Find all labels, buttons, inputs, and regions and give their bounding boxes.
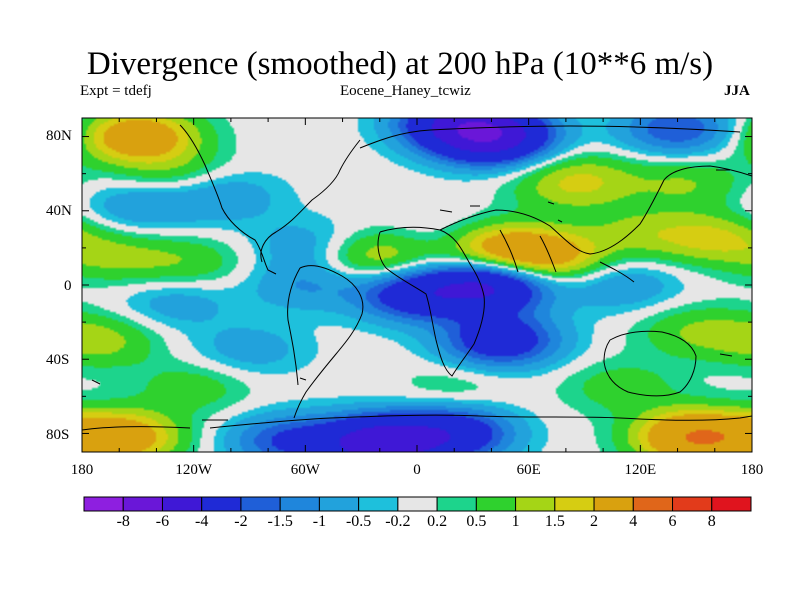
colorbar-tick-label: -0.5 xyxy=(345,513,372,530)
colorbar-box xyxy=(122,496,163,512)
experiment-label: Expt = tdefj xyxy=(80,83,152,99)
colorbar-tick-label: -0.2 xyxy=(385,513,411,530)
colorbar-tick-label: -2 xyxy=(234,513,248,530)
colorbar-tick-label: -4 xyxy=(195,513,209,530)
longitude-label: 60E xyxy=(516,462,541,478)
colorbar-tick-label: 1 xyxy=(511,513,520,530)
latitude-label: 0 xyxy=(64,278,72,294)
longitude-label: 180 xyxy=(740,462,764,478)
colorbar-tick-label: 2 xyxy=(590,513,599,530)
colorbar-tick-label: 0.5 xyxy=(466,513,487,530)
map-tick-marks xyxy=(81,118,753,452)
south-america-coastline xyxy=(287,265,364,419)
run-name-label: Eocene_Haney_tcwiz xyxy=(340,83,471,99)
colorbar-box xyxy=(279,496,320,512)
colorbar-tick-label: 4 xyxy=(629,513,638,530)
colorbar-box xyxy=(515,496,556,512)
longitude-label: 60W xyxy=(290,462,320,478)
longitude-label: 120E xyxy=(624,462,657,478)
latitude-label: 40N xyxy=(46,203,72,219)
colorbar-box xyxy=(436,496,477,512)
longitude-label: 180 xyxy=(70,462,94,478)
colorbar-box xyxy=(632,496,674,512)
colorbar-box xyxy=(593,496,634,512)
colorbar-box xyxy=(318,496,360,512)
latitude-label: 40S xyxy=(46,352,70,368)
islands xyxy=(91,169,733,385)
colorbar-box xyxy=(83,496,124,512)
colorbar-tick-label: 6 xyxy=(668,513,677,530)
antarctica-coastline xyxy=(82,414,752,431)
colorbar-box xyxy=(201,496,242,512)
colorbar-tick-label: -1.5 xyxy=(267,513,293,530)
colorbar-tick-label: 0.2 xyxy=(427,513,448,530)
colorbar-tick-label: 1.5 xyxy=(544,513,565,530)
colorbar-tick-label: -1 xyxy=(312,513,327,530)
colorbar xyxy=(83,496,752,512)
colorbar-tick-label: -6 xyxy=(155,513,170,530)
colorbar-box xyxy=(672,496,713,512)
latitude-label: 80S xyxy=(46,427,70,443)
season-label: JJA xyxy=(724,83,750,99)
continent-outlines xyxy=(82,124,752,431)
longitude-label: 120W xyxy=(175,462,213,478)
north-america-coastline xyxy=(179,124,361,275)
colorbar-tick-label: 8 xyxy=(707,513,716,530)
eurasia-coastline xyxy=(359,125,752,255)
south-asia-coastline xyxy=(499,229,635,283)
australia-coastline xyxy=(603,330,697,397)
colorbar-box xyxy=(711,496,752,512)
divergence-field xyxy=(82,118,752,452)
africa-coastline xyxy=(377,226,485,377)
colorbar-box xyxy=(475,496,517,512)
colorbar-tick-label: -8 xyxy=(116,513,130,530)
latitude-label: 80N xyxy=(46,128,72,144)
colorbar-box xyxy=(554,496,595,512)
colorbar-box xyxy=(240,496,281,512)
colorbar-box xyxy=(397,496,438,512)
colorbar-box xyxy=(358,496,399,512)
plot-title: Divergence (smoothed) at 200 hPa (10**6 … xyxy=(86,46,714,82)
longitude-label: 0 xyxy=(413,462,421,478)
colorbar-box xyxy=(161,496,203,512)
